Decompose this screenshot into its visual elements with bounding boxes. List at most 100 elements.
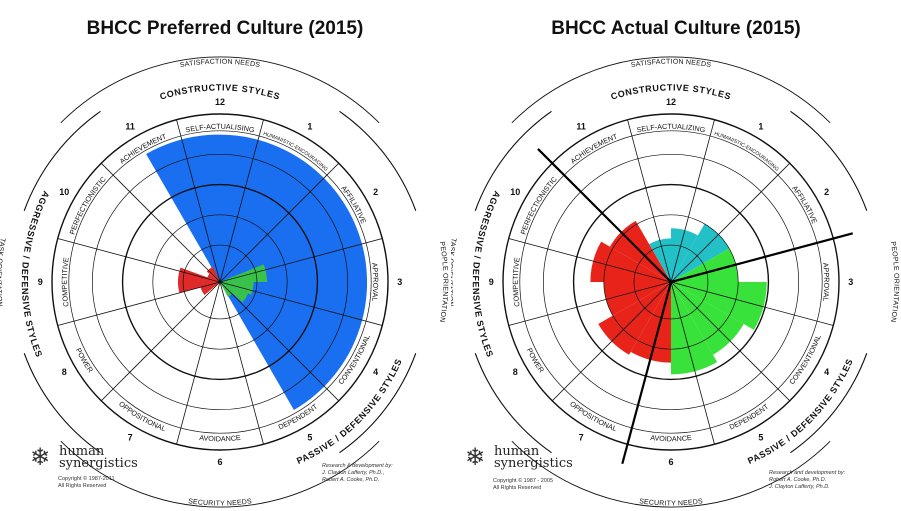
task-orientation-label: TASK ORIENTATION [451, 237, 457, 307]
snowflake-icon: ❄ [30, 444, 51, 471]
grid-ring [91, 153, 349, 411]
sector-number: 5 [758, 433, 763, 443]
style-label-text: PERFECTIONISTIC [519, 175, 559, 236]
group-divider [621, 281, 673, 465]
sector-spoke [57, 238, 221, 283]
needs-arrow [511, 440, 831, 508]
sector-number: 12 [666, 97, 676, 107]
profile-wedge [200, 282, 220, 295]
sector-spoke [176, 281, 221, 445]
orientation-arrow [23, 353, 101, 454]
sector-number: 7 [128, 433, 133, 443]
copyright-line2: All Rights Reserved [493, 485, 542, 491]
people-orientation-label-text: PEOPLE ORIENTATION [438, 241, 448, 323]
style-label-text: AFFILIATIVE [790, 184, 819, 225]
profile-wedge [590, 241, 671, 282]
style-label: ACHIEVEMENT [569, 131, 620, 165]
sector-number: 1 [758, 121, 763, 131]
style-label-text: DEPENDENT [728, 402, 771, 432]
sector-number: 10 [510, 187, 520, 197]
copyright-line2: All Rights Reserved [58, 483, 107, 489]
sector-number: 9 [489, 277, 494, 287]
copyright: Copyright © 1987 - 2005 All Rights Reser… [493, 478, 553, 492]
sector-spoke [219, 281, 383, 326]
style-label: OPPOSITIONAL [117, 399, 167, 433]
style-label: PERFECTIONISTIC [519, 175, 559, 236]
sector-number: 2 [373, 187, 378, 197]
sector-number: 3 [397, 277, 402, 287]
style-label: COMPETITIVE [60, 256, 71, 307]
credit-line1: Research and development by: [769, 470, 846, 476]
needs-arrow [511, 56, 831, 124]
grid-ring [182, 244, 258, 320]
sector-spoke [670, 281, 791, 402]
grid-ring [542, 153, 800, 411]
people-orientation-label-text: PEOPLE ORIENTATION [889, 241, 899, 323]
logo-line2: synergistics [59, 456, 138, 471]
grid-ring [51, 113, 389, 451]
profile-wedge [671, 282, 767, 330]
sector-number: 4 [824, 367, 829, 377]
profile-wedge [649, 238, 671, 282]
sector-spoke [551, 281, 672, 402]
style-label-text: PERFECTIONISTIC [68, 175, 108, 236]
needs-arrow [60, 440, 380, 508]
satisfaction-needs-label-text: SATISFACTION NEEDS [179, 59, 260, 70]
sector-spoke [219, 238, 383, 283]
people-orientation-label: PEOPLE ORIENTATION [889, 241, 900, 323]
sector-number: 8 [513, 367, 518, 377]
group-divider [537, 148, 672, 283]
orientation-arrow [790, 110, 868, 211]
security-needs-label-text: SECURITY NEEDS [639, 498, 704, 507]
aggressive-defensive-label-text: AGGRESSIVE / DEFENSIVE STYLES [20, 189, 51, 358]
chart-panel-actual: BHCC Actual Culture (2015) HUMANISTIC-EN… [451, 0, 901, 511]
style-label: SELF-ACTUALIZING [636, 122, 707, 135]
sector-spoke [219, 281, 264, 445]
chart-title: BHCC Actual Culture (2015) [551, 18, 801, 39]
grid-ring [603, 214, 739, 350]
sector-number: 11 [576, 121, 586, 131]
sector-spoke [219, 281, 340, 402]
chart-title: BHCC Preferred Culture (2015) [86, 18, 364, 39]
needs-arrow [60, 56, 380, 124]
style-label: APPROVAL [370, 262, 380, 302]
style-label: HUMANISTIC-ENCOURAGING [713, 131, 779, 173]
people-orientation-label: PEOPLE ORIENTATION [438, 241, 449, 323]
sector-number: 7 [579, 433, 584, 443]
orientation-arrow [474, 110, 552, 211]
sector-spoke [219, 119, 264, 283]
grid-ring [572, 183, 770, 381]
circumplex-chart: HUMANISTIC-ENCOURAGING1AFFILIATIVE2APPRO… [0, 56, 449, 508]
profile-wedge [671, 228, 698, 282]
sector-spoke [508, 281, 672, 326]
copyright-line1: Copyright © 1987 - 2005 [493, 478, 554, 484]
logo-line1: human [494, 444, 540, 459]
sector-spoke [100, 281, 221, 402]
security-needs-label: SECURITY NEEDS [639, 498, 704, 507]
style-label: DEPENDENT [728, 402, 771, 432]
credit-line1: Research & development by: [322, 463, 393, 469]
style-label-text: OPPOSITIONAL [117, 399, 167, 433]
style-label: COMPETITIVE [511, 256, 522, 307]
style-label-text: COMPETITIVE [511, 256, 522, 307]
sector-spoke [627, 119, 672, 283]
profile-wedge [220, 282, 249, 303]
orientation-arrow [474, 353, 552, 454]
style-label-text: AVOIDANCE [199, 433, 241, 443]
grid-ring [68, 130, 372, 434]
aggressive-defensive-label: AGGRESSIVE / DEFENSIVE STYLES [471, 189, 503, 358]
sector-number: 6 [668, 457, 673, 467]
sector-spoke [670, 162, 791, 283]
sector-number: 4 [373, 367, 378, 377]
grid-ring [502, 113, 840, 451]
logo-line1: human [59, 444, 105, 459]
research-credit: Research and development by: Robert A. C… [769, 470, 845, 491]
task-orientation-label-text: TASK ORIENTATION [451, 237, 457, 307]
copyright-line1: Copyright © 1987-2011 [58, 476, 115, 482]
sector-spoke [670, 119, 715, 283]
sector-number: 12 [215, 97, 225, 107]
sector-spoke [57, 281, 221, 326]
circumplex-chart: HUMANISTIC-ENCOURAGING1AFFILIATIVE2APPRO… [451, 56, 900, 508]
sector-spoke [100, 162, 221, 283]
grid-ring [121, 183, 319, 381]
